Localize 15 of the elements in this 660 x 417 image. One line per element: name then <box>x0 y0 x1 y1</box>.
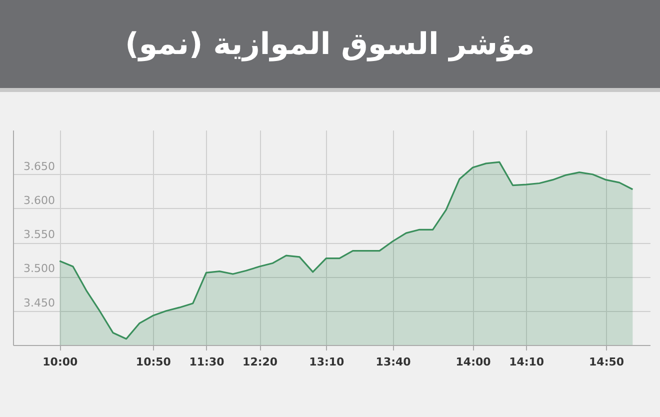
y-tick-label: 3.650 <box>24 160 55 173</box>
x-tick-label: 10:00 <box>42 356 78 368</box>
x-tick-label: 12:20 <box>242 356 278 368</box>
x-tick-label: 13:10 <box>309 356 345 368</box>
y-tick-label: 3.600 <box>24 194 55 207</box>
x-tick-label: 13:40 <box>376 356 412 368</box>
x-tick-label: 14:10 <box>509 356 544 368</box>
x-tick-label: 14:00 <box>456 356 492 368</box>
x-tick-label: 10:50 <box>136 356 172 368</box>
chart-title: مؤشر السوق الموازية (نمو) <box>0 0 660 92</box>
y-tick-label: 3.500 <box>24 262 55 276</box>
y-tick-label: 3.450 <box>24 296 55 310</box>
x-tick-label: 11:30 <box>189 356 225 368</box>
x-tick-label: 14:50 <box>589 356 624 368</box>
y-tick-label: 3.550 <box>24 228 55 242</box>
